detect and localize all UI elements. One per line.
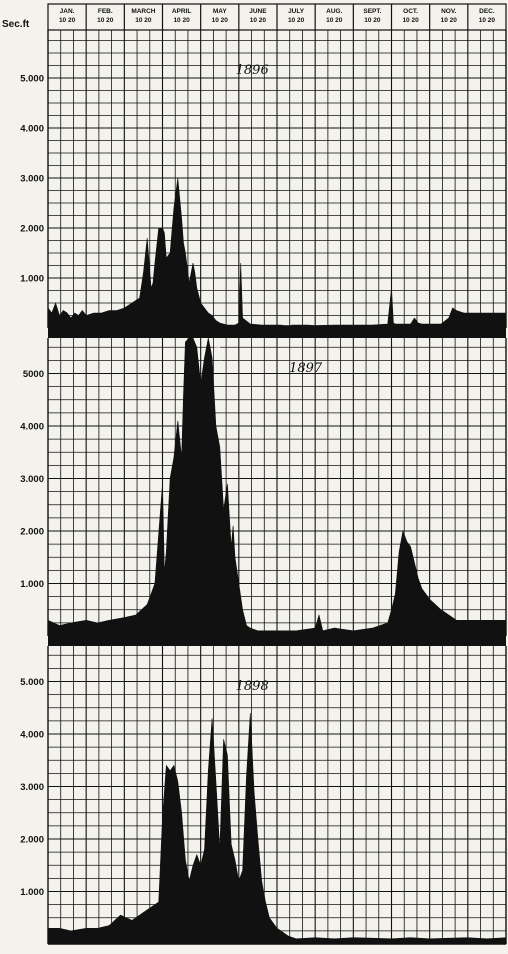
month-label: AUG. xyxy=(326,8,342,15)
panel-divider xyxy=(48,636,506,646)
month-label: FEB. xyxy=(98,8,113,15)
year-label: 1897 xyxy=(289,361,323,376)
panel-1898: 1.000 2.000 3.000 4.000 5.000 1898 xyxy=(20,646,507,945)
y-tick-label: 3.000 xyxy=(20,474,44,485)
peak-annotation: 8143 xyxy=(214,346,223,366)
y-tick-label: 3.000 xyxy=(20,174,44,185)
panel-1897: 1.000 2.000 3.000 4.000 5000 1897 8143 xyxy=(20,337,507,646)
day-label: 10 20 xyxy=(135,17,152,24)
month-label: DEC. xyxy=(479,8,495,15)
day-label: 10 20 xyxy=(97,17,114,24)
y-tick-label: 1.000 xyxy=(20,274,44,285)
y-tick-label: 4.000 xyxy=(20,124,44,135)
discharge-area-1896 xyxy=(47,177,507,329)
month-label: OCT. xyxy=(403,8,418,15)
month-label: MARCH xyxy=(131,8,155,15)
month-header: JAN. 10 20 FEB. 10 20 MARCH 10 20 APRIL 10 20 MA… xyxy=(47,3,507,31)
day-label: 10 20 xyxy=(212,17,229,24)
y-tick-label: 3.000 xyxy=(20,782,44,793)
day-label: 10 20 xyxy=(364,17,381,24)
y-tick-label: 5.000 xyxy=(20,677,44,688)
y-tick-label: 1.000 xyxy=(20,579,44,590)
month-label: NOV. xyxy=(441,8,456,15)
day-label: 10 20 xyxy=(479,17,496,24)
month-label: JULY xyxy=(288,8,305,15)
year-label: 1896 xyxy=(236,63,269,78)
day-label: 10 20 xyxy=(402,17,419,24)
month-label: SEPT. xyxy=(363,8,381,15)
month-label: JAN. xyxy=(60,8,75,15)
y-tick-label: 2.000 xyxy=(20,224,44,235)
y-tick-label: 5000 xyxy=(23,369,44,380)
year-panels: 1.000 2.000 3.000 4.000 5.000 1896 1.000 2.000 3… xyxy=(20,30,507,945)
discharge-area-1897 xyxy=(47,337,507,637)
y-tick-label: 2.000 xyxy=(20,835,44,846)
year-label: 1898 xyxy=(236,679,269,694)
day-label: 10 20 xyxy=(441,17,458,24)
y-tick-label: 4.000 xyxy=(20,422,44,433)
panel-1896: 1.000 2.000 3.000 4.000 5.000 1896 xyxy=(20,30,507,338)
month-label: JUNE xyxy=(249,8,267,15)
panel-divider xyxy=(48,328,506,338)
y-tick-label: 2.000 xyxy=(20,527,44,538)
month-label: APRIL xyxy=(172,8,192,15)
discharge-area-1898 xyxy=(47,712,507,945)
day-label: 10 20 xyxy=(250,17,267,24)
day-label: 10 20 xyxy=(173,17,190,24)
day-label: 10 20 xyxy=(288,17,305,24)
y-tick-label: 4.000 xyxy=(20,730,44,741)
unit-label: Sec.ft xyxy=(2,19,30,30)
y-tick-label: 1.000 xyxy=(20,887,44,898)
day-label: 10 20 xyxy=(59,17,76,24)
y-tick-label: 5.000 xyxy=(20,74,44,85)
month-label: MAY xyxy=(213,8,228,15)
day-label: 10 20 xyxy=(326,17,343,24)
